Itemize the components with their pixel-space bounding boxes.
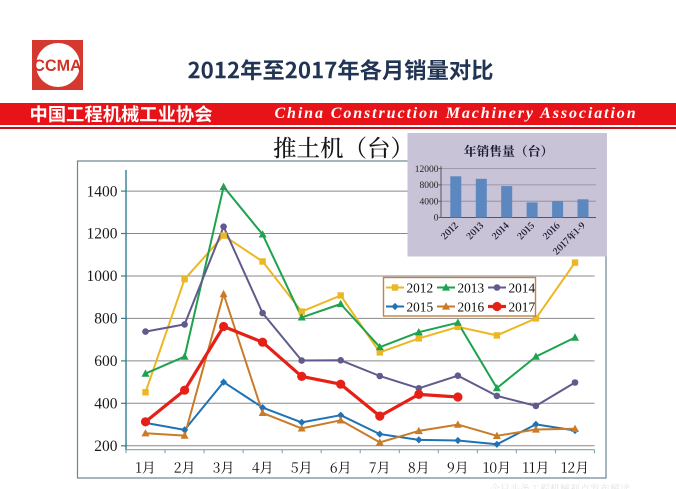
svg-text:2012: 2012 [407, 280, 434, 295]
svg-text:2014: 2014 [509, 280, 536, 295]
svg-text:2016: 2016 [458, 299, 485, 314]
svg-text:800: 800 [94, 311, 118, 328]
svg-text:4000: 4000 [420, 197, 439, 207]
svg-text:2017: 2017 [509, 299, 536, 314]
svg-text:1000: 1000 [87, 268, 118, 285]
svg-text:0: 0 [434, 214, 439, 224]
svg-text:2015: 2015 [407, 299, 434, 314]
svg-text:200: 200 [94, 438, 118, 455]
svg-text:600: 600 [94, 353, 118, 370]
svg-text:2013: 2013 [458, 280, 485, 295]
svg-text:1200: 1200 [87, 226, 118, 243]
svg-text:8000: 8000 [420, 181, 439, 191]
svg-text:400: 400 [94, 396, 118, 413]
svg-text:12000: 12000 [415, 165, 439, 175]
svg-text:1400: 1400 [87, 183, 118, 200]
